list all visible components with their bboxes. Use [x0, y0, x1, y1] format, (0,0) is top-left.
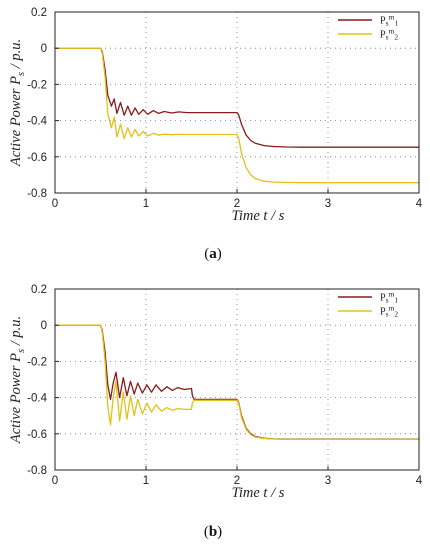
legend-label-1: Psm1	[380, 13, 398, 28]
y-tick-label: 0	[41, 43, 47, 55]
x-tick-label: 1	[143, 198, 149, 210]
x-axis-label: Time t / s	[232, 485, 285, 501]
y-tick-label: -0.8	[27, 465, 47, 477]
legend-label-1: Psm1	[380, 290, 398, 305]
y-tick-label: -0.4	[27, 393, 47, 405]
x-tick-label: 3	[325, 198, 331, 210]
x-tick-label: 4	[416, 475, 423, 487]
legend-label-2: Psm2	[380, 304, 398, 319]
y-tick-label: -0.6	[27, 152, 47, 164]
y-tick-label: 0	[41, 320, 47, 332]
y-tick-label: -0.8	[27, 188, 47, 200]
x-tick-label: 2	[234, 475, 240, 487]
y-axis-label: Active Power Ps / p.u.	[8, 39, 27, 167]
x-axis-label: Time t / s	[232, 208, 285, 224]
x-tick-label: 2	[234, 198, 240, 210]
legend-label-2: Psm2	[380, 27, 398, 42]
y-axis-label: Active Power Ps / p.u.	[8, 316, 27, 444]
x-tick-label: 3	[325, 475, 331, 487]
x-tick-label: 0	[52, 198, 58, 210]
x-tick-label: 1	[143, 475, 149, 487]
y-tick-label: -0.2	[27, 79, 47, 91]
panel-label: (b)	[204, 524, 222, 540]
y-tick-label: -0.6	[27, 429, 47, 441]
panel-a: 0 1 2 3 4 0.2 0 -0.2 -0.4 -0.6 -0.8 Time t / s Activ…	[8, 7, 423, 262]
series-line-2	[55, 324, 419, 441]
panel-b: 0 1 2 3 4 0.2 0 -0.2 -0.4 -0.6 -0.8 Time t / s Activ…	[8, 284, 423, 540]
x-tick-label: 4	[416, 198, 423, 210]
y-tick-label: 0.2	[31, 7, 47, 19]
panel-label: (a)	[204, 246, 222, 262]
series-line-1	[55, 47, 419, 148]
y-tick-label: 0.2	[31, 284, 47, 296]
x-tick-label: 0	[52, 475, 58, 487]
y-tick-label: -0.4	[27, 116, 47, 128]
y-tick-label: -0.2	[27, 356, 47, 368]
series-line-2	[55, 47, 419, 184]
